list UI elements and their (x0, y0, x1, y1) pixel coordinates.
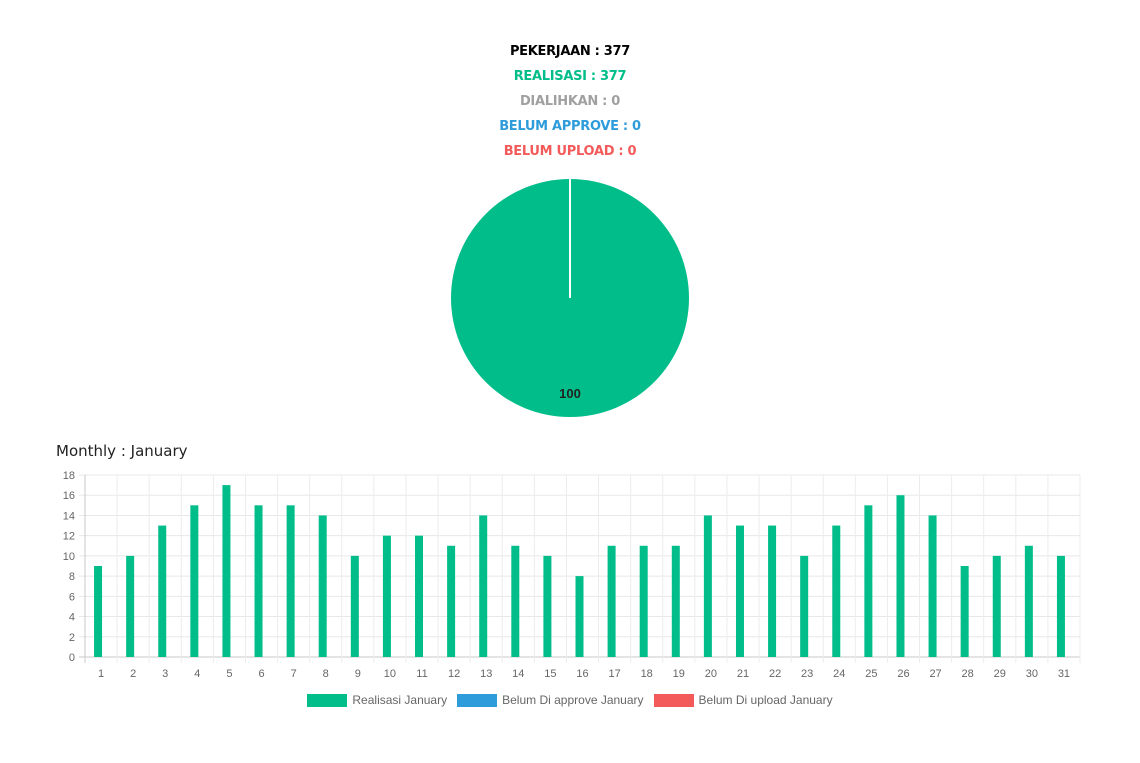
x-tick-label: 9 (355, 668, 361, 680)
legend-swatch-approve (457, 693, 498, 707)
bar-realisasi-21[interactable] (735, 525, 744, 657)
bar-realisasi-18[interactable] (639, 545, 648, 657)
bar-realisasi-1[interactable] (94, 566, 103, 657)
x-tick-label: 10 (384, 668, 396, 680)
legend-label-upload: Belum Di upload January (698, 693, 833, 707)
bar-realisasi-16[interactable] (575, 576, 584, 657)
x-tick-label: 11 (416, 668, 427, 680)
x-tick-label: 3 (162, 668, 168, 680)
y-tick-label: 2 (69, 632, 75, 644)
bar-realisasi-6[interactable] (254, 505, 263, 657)
bar-realisasi-10[interactable] (382, 535, 391, 657)
y-tick-label: 18 (63, 470, 75, 482)
bar-realisasi-17[interactable] (607, 545, 616, 657)
x-tick-label: 25 (865, 668, 877, 680)
y-tick-label: 12 (63, 531, 75, 543)
legend-swatch-realisasi (307, 693, 348, 707)
legend-item-realisasi[interactable]: Realisasi January (307, 693, 447, 707)
bar-realisasi-9[interactable] (350, 555, 359, 657)
x-tick-label: 24 (833, 668, 845, 680)
chart-legend: Realisasi January Belum Di approve Janua… (0, 693, 1140, 707)
x-tick-label: 29 (994, 668, 1006, 680)
legend-label-realisasi: Realisasi January (352, 693, 448, 707)
x-tick-label: 5 (226, 668, 232, 680)
bar-realisasi-19[interactable] (671, 545, 680, 657)
bar-realisasi-20[interactable] (703, 515, 712, 657)
y-tick-label: 14 (63, 510, 75, 522)
pekerjaan-total: PEKERJAAN : 377 (509, 44, 631, 59)
pie-chart: 100 (451, 179, 689, 417)
x-tick-label: 16 (576, 668, 588, 680)
x-tick-label: 31 (1058, 668, 1070, 680)
x-tick-label: 18 (641, 668, 653, 680)
bar-realisasi-7[interactable] (286, 505, 295, 657)
x-tick-label: 6 (258, 668, 264, 680)
bar-realisasi-24[interactable] (832, 525, 841, 657)
x-tick-label: 22 (769, 668, 781, 680)
dialihkan-total: DIALIHKAN : 0 (519, 94, 621, 109)
x-tick-label: 12 (448, 668, 460, 680)
x-tick-label: 15 (544, 668, 556, 680)
y-tick-label: 4 (69, 612, 75, 624)
bar-realisasi-5[interactable] (222, 485, 231, 657)
bar-realisasi-3[interactable] (158, 525, 167, 657)
x-tick-label: 19 (673, 668, 685, 680)
bar-realisasi-13[interactable] (479, 515, 488, 657)
legend-swatch-upload (653, 693, 694, 707)
realisasi-total: REALISASI : 377 (513, 69, 627, 84)
bar-realisasi-15[interactable] (543, 555, 552, 657)
x-tick-label: 23 (801, 668, 813, 680)
belum-approve-total: BELUM APPROVE : 0 (499, 119, 641, 134)
x-tick-label: 1 (98, 668, 104, 680)
bar-realisasi-2[interactable] (126, 555, 135, 657)
y-tick-label: 6 (69, 591, 75, 603)
bar-realisasi-12[interactable] (447, 545, 456, 657)
legend-item-upload[interactable]: Belum Di upload January (653, 693, 833, 707)
belum-upload-total: BELUM UPLOAD : 0 (503, 144, 637, 159)
x-tick-label: 21 (737, 668, 749, 680)
y-tick-label: 8 (69, 571, 75, 583)
x-tick-label: 14 (512, 668, 524, 680)
x-tick-label: 28 (962, 668, 974, 680)
bar-realisasi-23[interactable] (800, 555, 809, 657)
bar-realisasi-28[interactable] (960, 566, 969, 657)
legend-label-approve: Belum Di approve January (502, 693, 644, 707)
x-tick-label: 20 (705, 668, 717, 680)
pie-data-label: 100 (559, 386, 581, 401)
bar-realisasi-22[interactable] (768, 525, 777, 657)
y-tick-label: 16 (63, 490, 75, 502)
bar-realisasi-11[interactable] (415, 535, 424, 657)
x-tick-label: 30 (1026, 668, 1038, 680)
bar-realisasi-27[interactable] (928, 515, 937, 657)
x-tick-label: 7 (291, 668, 297, 680)
y-tick-label: 0 (69, 652, 75, 664)
bar-realisasi-31[interactable] (1056, 555, 1065, 657)
x-tick-label: 27 (929, 668, 941, 680)
x-tick-label: 2 (130, 668, 136, 680)
bar-realisasi-26[interactable] (896, 495, 905, 657)
x-tick-label: 17 (608, 668, 620, 680)
bar-realisasi-25[interactable] (864, 505, 873, 657)
monthly-chart-title: Monthly : January (56, 442, 188, 460)
bar-realisasi-4[interactable] (190, 505, 199, 657)
bar-realisasi-29[interactable] (992, 555, 1001, 657)
x-tick-label: 13 (480, 668, 492, 680)
bar-realisasi-30[interactable] (1024, 545, 1033, 657)
bar-realisasi-14[interactable] (511, 545, 520, 657)
x-tick-label: 4 (194, 668, 200, 680)
y-tick-label: 10 (63, 551, 75, 563)
x-tick-label: 26 (897, 668, 909, 680)
x-tick-label: 8 (323, 668, 329, 680)
legend-item-approve[interactable]: Belum Di approve January (457, 693, 644, 707)
bar-realisasi-8[interactable] (318, 515, 327, 657)
